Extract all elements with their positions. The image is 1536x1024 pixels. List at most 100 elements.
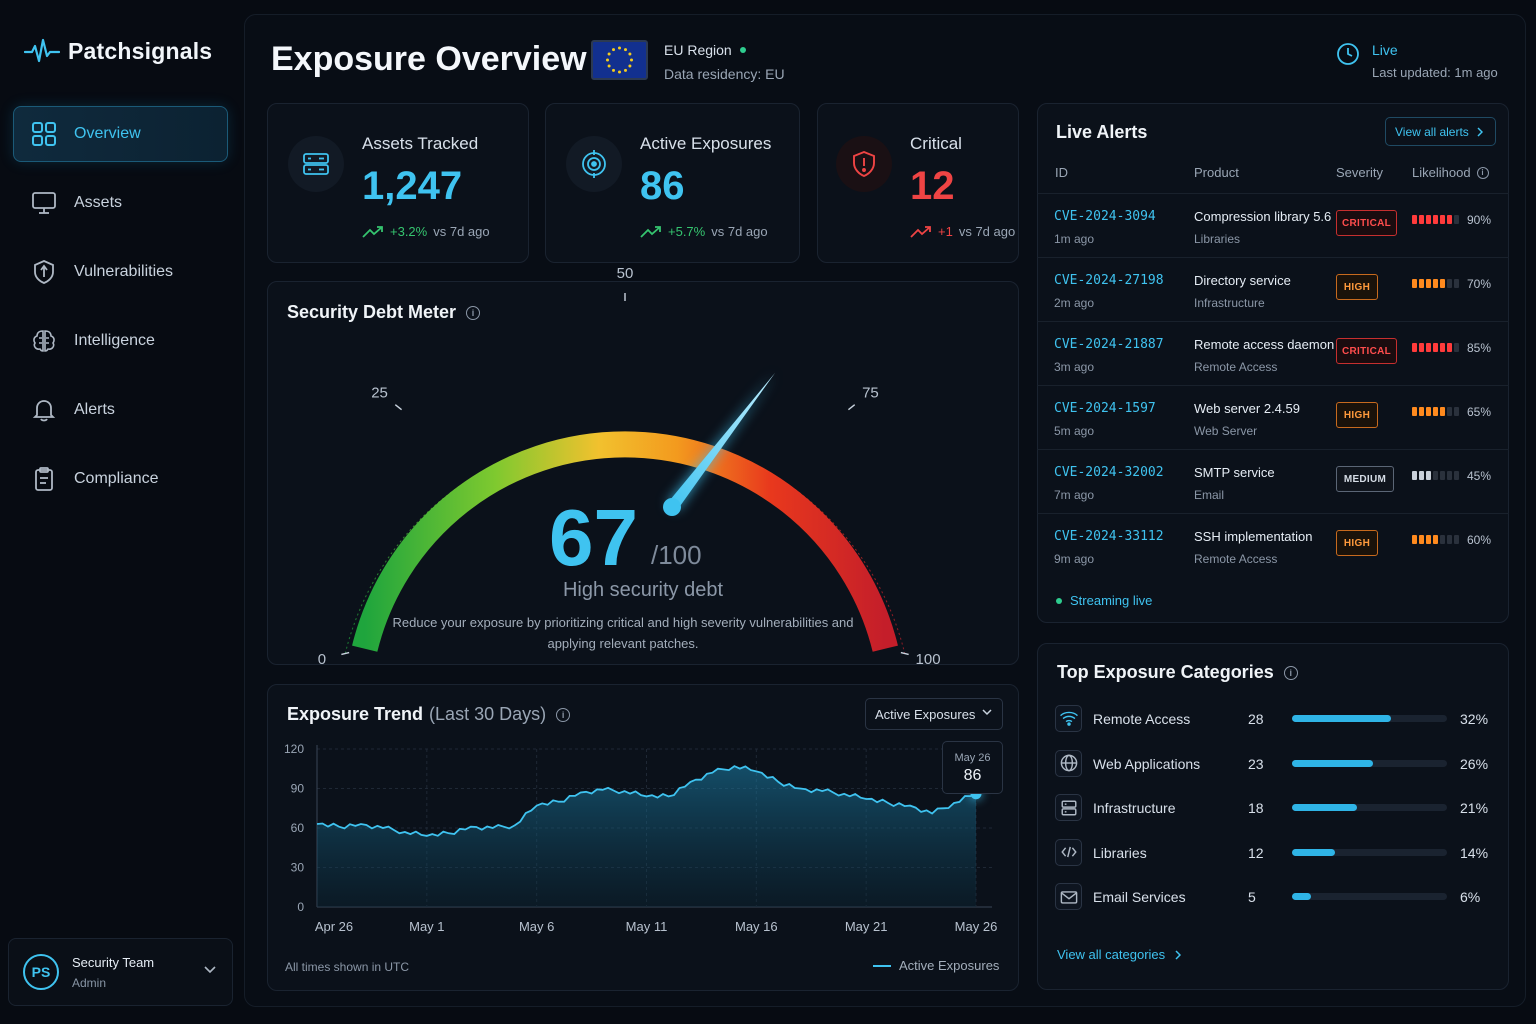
nav-item-vulnerabilities[interactable]: Vulnerabilities	[13, 244, 228, 300]
category-count: 12	[1248, 844, 1264, 861]
nav-item-overview[interactable]: Overview	[13, 106, 228, 162]
severity-badge: HIGH	[1336, 530, 1378, 556]
likelihood-bar-segment	[1412, 279, 1417, 288]
category-row[interactable]: Web Applications 23 26%	[1055, 749, 1495, 780]
nav-item-intelligence[interactable]: Intelligence	[13, 313, 228, 369]
gauge-max: /100	[651, 540, 702, 570]
likelihood-value: 85%	[1467, 341, 1492, 355]
likelihood-bar-segment	[1447, 471, 1452, 480]
view-all-alerts-button[interactable]: View all alerts	[1385, 117, 1496, 146]
category-row[interactable]: Remote Access 28 32%	[1055, 705, 1495, 735]
category-count: 5	[1248, 889, 1256, 905]
likelihood-bar-segment	[1433, 215, 1438, 224]
card-title: Security Debt Meter i	[287, 302, 481, 323]
live-status: Live Last updated: 1m ago	[1336, 42, 1498, 80]
category-row[interactable]: Libraries 12 14%	[1055, 838, 1495, 869]
status-dot	[739, 47, 746, 53]
pulse-logo-icon	[24, 38, 60, 63]
info-icon[interactable]: i	[1476, 166, 1489, 179]
category-name: Infrastructure	[1093, 800, 1176, 816]
stat-card-active-exposures[interactable]: Active Exposures 86 +5.7% vs 7d ago	[545, 103, 800, 263]
product-category: Libraries	[1194, 232, 1241, 246]
column-header-likelihood[interactable]: Likelihood i	[1412, 165, 1489, 180]
cve-id[interactable]: CVE-2024-33112	[1054, 529, 1164, 544]
category-progress-fill	[1292, 848, 1336, 856]
likelihood-bars	[1412, 343, 1459, 352]
nav-label: Assets	[74, 194, 123, 211]
data-residency: Data residency: EU	[664, 66, 785, 82]
category-progress	[1292, 715, 1447, 722]
category-name: Libraries	[1093, 844, 1147, 861]
severity-badge: MEDIUM	[1336, 466, 1394, 492]
nav-item-assets[interactable]: Assets	[13, 175, 228, 231]
likelihood-bar-segment	[1426, 215, 1431, 224]
info-icon[interactable]: i	[1283, 665, 1298, 680]
likelihood-bar-segment	[1454, 407, 1459, 416]
cve-id[interactable]: CVE-2024-21887	[1054, 337, 1164, 352]
security-debt-card: Security Debt Meter i	[267, 281, 1019, 665]
gauge-score: 67	[549, 493, 638, 582]
alert-row[interactable]: CVE-2024-27198 2m ago Directory service Inf…	[1037, 257, 1509, 321]
nav-item-compliance[interactable]: Compliance	[13, 451, 228, 507]
severity-badge: HIGH	[1336, 402, 1378, 428]
nav-item-alerts[interactable]: Alerts	[13, 382, 228, 438]
likelihood-bar-segment	[1447, 343, 1452, 352]
cve-id[interactable]: CVE-2024-3094	[1054, 209, 1156, 224]
info-icon[interactable]: i	[556, 707, 571, 722]
sidebar: Patchsignals Overview Assets Vulnerabili…	[0, 0, 244, 1024]
alert-row[interactable]: CVE-2024-32002 7m ago SMTP service Email MED…	[1037, 449, 1509, 513]
alert-row[interactable]: CVE-2024-33112 9m ago SSH implementation Re…	[1037, 513, 1509, 577]
likelihood-bar-segment	[1454, 343, 1459, 352]
likelihood-bar-segment	[1426, 279, 1431, 288]
stat-label: Assets Tracked	[362, 134, 479, 153]
nav-label: Vulnerabilities	[74, 263, 174, 280]
stat-card-critical[interactable]: Critical 12 +1 vs 7d ago	[817, 103, 1019, 263]
stat-delta: +5.7% vs 7d ago	[640, 224, 768, 239]
category-row[interactable]: Infrastructure 18 21%	[1055, 794, 1495, 824]
tooltip-value: 86	[963, 767, 982, 784]
cve-id[interactable]: CVE-2024-32002	[1054, 465, 1164, 480]
likelihood-value: 45%	[1467, 469, 1492, 483]
category-count: 18	[1248, 800, 1264, 816]
alerts-title: Live Alerts	[1056, 122, 1148, 142]
alert-time: 1m ago	[1054, 232, 1095, 246]
grid-icon	[30, 120, 58, 148]
alert-time: 3m ago	[1054, 360, 1095, 374]
info-icon[interactable]: i	[466, 305, 481, 320]
severity-badge: CRITICAL	[1336, 210, 1397, 236]
alert-time: 9m ago	[1054, 552, 1095, 566]
stat-card-assets[interactable]: Assets Tracked 1,247 +3.2% vs 7d ago	[267, 103, 529, 263]
category-name: Web Applications	[1093, 755, 1201, 772]
column-header-id[interactable]: ID	[1055, 165, 1068, 180]
likelihood-bars	[1412, 535, 1459, 544]
likelihood-bar-segment	[1440, 535, 1445, 544]
likelihood-bar-segment	[1454, 279, 1459, 288]
product-category: Remote Access	[1194, 552, 1278, 566]
user-menu[interactable]: PS Security Team Admin	[8, 938, 233, 1006]
likelihood-value: 65%	[1467, 405, 1492, 419]
nav-label: Compliance	[74, 470, 159, 487]
chevron-right-icon	[1477, 126, 1483, 137]
likelihood-bar-segment	[1412, 407, 1417, 416]
delta-suffix: vs 7d ago	[711, 224, 768, 239]
column-header-product[interactable]: Product	[1194, 165, 1239, 180]
gauge-status: High security debt	[562, 579, 724, 601]
delta-value: +3.2%	[390, 224, 428, 239]
likelihood-bar-segment	[1440, 215, 1445, 224]
nav-label: Alerts	[74, 401, 115, 418]
alert-row[interactable]: CVE-2024-1597 5m ago Web server 2.4.59 Web …	[1037, 385, 1509, 449]
metric-dropdown[interactable]: Active Exposures	[865, 698, 1003, 730]
likelihood-bar-segment	[1447, 279, 1452, 288]
likelihood-bars	[1412, 471, 1459, 480]
alert-row[interactable]: CVE-2024-3094 1m ago Compression library 5…	[1037, 193, 1509, 257]
category-row[interactable]: Email Services 5 6%	[1055, 883, 1495, 913]
brand[interactable]: Patchsignals	[24, 36, 212, 66]
likelihood-bar-segment	[1440, 407, 1445, 416]
alert-row[interactable]: CVE-2024-21887 3m ago Remote access daemon…	[1037, 321, 1509, 385]
brain-icon	[30, 327, 58, 355]
stat-delta: +1 vs 7d ago	[910, 224, 1015, 239]
view-all-categories-link[interactable]: View all categories	[1057, 947, 1182, 962]
column-header-severity[interactable]: Severity	[1336, 165, 1383, 180]
cve-id[interactable]: CVE-2024-27198	[1054, 273, 1164, 288]
cve-id[interactable]: CVE-2024-1597	[1054, 401, 1156, 416]
